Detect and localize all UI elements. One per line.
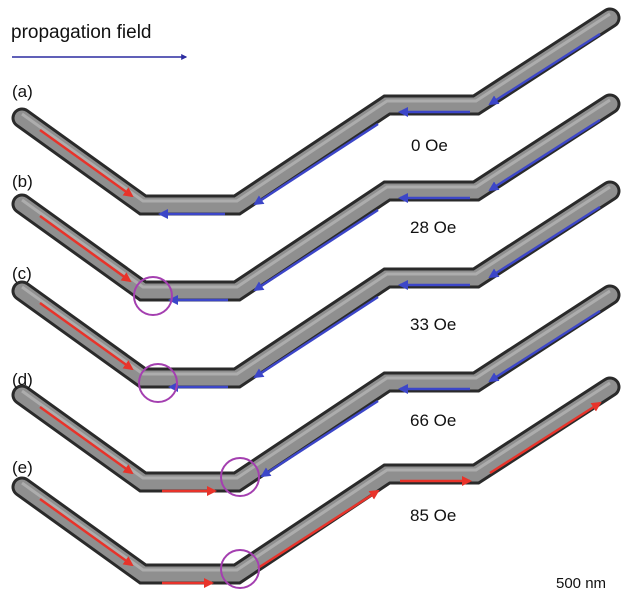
magnetization-arrow-a-0	[39, 128, 134, 198]
scale-bar-label: 500 nm	[556, 575, 607, 592]
domain-wall-marker-d	[220, 457, 260, 497]
field-value-d: 66 Oe	[410, 411, 457, 430]
magnetization-arrow-a-4	[488, 32, 601, 106]
magnetization-arrow-c-0	[39, 301, 134, 371]
nanowire-panel-b	[11, 93, 621, 316]
domain-wall-marker-e	[220, 549, 260, 589]
nanowire-highlight-d	[21, 289, 611, 480]
magnetization-arrow-e-0	[39, 497, 134, 567]
field-value-b: 28 Oe	[410, 218, 457, 237]
propagation-field-label: propagation field	[11, 22, 152, 43]
magnetization-arrow-a-2	[253, 122, 379, 206]
domain-wall-marker-c	[138, 363, 178, 403]
magnetization-arrow-b-4	[488, 118, 601, 192]
nanowire-panel-a	[11, 7, 621, 219]
panel-label-d: (d)	[12, 370, 33, 389]
nanowire-panel-e	[11, 376, 621, 589]
magnetization-arrow-b-0	[39, 214, 132, 283]
field-value-c: 33 Oe	[410, 315, 457, 334]
magnetization-arrow-e-4	[489, 401, 602, 475]
panel-label-e: (e)	[12, 458, 33, 477]
nanowire-highlight-a	[21, 12, 611, 203]
panel-label-b: (b)	[12, 172, 33, 191]
magnetization-arrow-e-2	[257, 489, 380, 570]
magnetization-arrow-d-0	[39, 405, 134, 475]
field-value-e: 85 Oe	[410, 506, 457, 525]
panel-label-c: (c)	[12, 264, 32, 283]
nanowire-panel-d	[11, 284, 621, 497]
magnetization-arrow-d-4	[488, 309, 601, 383]
nanowire-highlight-e	[21, 381, 611, 572]
panel-label-a: (a)	[12, 82, 33, 101]
domain-wall-marker-b	[133, 276, 173, 316]
magnetization-arrow-b-2	[253, 208, 379, 292]
magnetization-arrow-c-2	[253, 295, 379, 379]
nanowire-highlight-c	[21, 185, 611, 376]
field-value-a: 0 Oe	[411, 136, 448, 155]
magnetization-arrow-c-4	[488, 205, 601, 279]
nanowire-panel-c	[11, 180, 621, 403]
magnetization-arrow-d-2	[260, 399, 379, 478]
